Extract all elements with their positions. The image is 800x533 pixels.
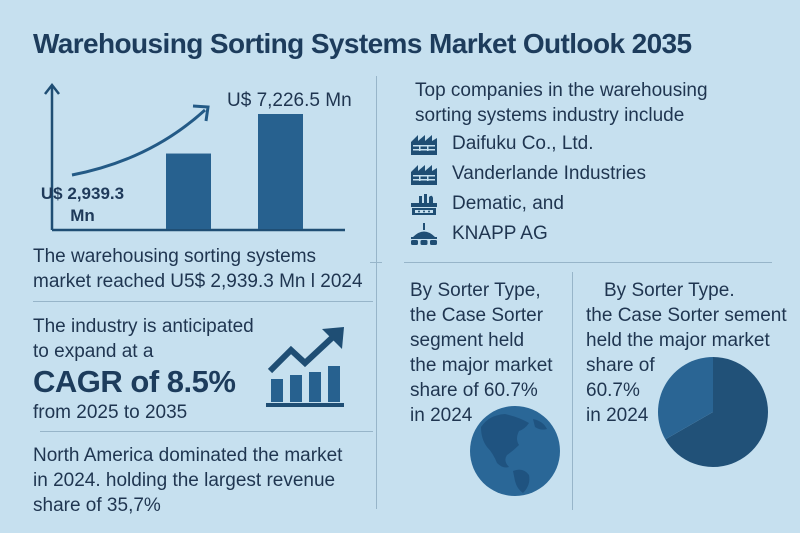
divider-companies-sorter — [404, 262, 772, 263]
region-line1: North America dominated the market — [33, 445, 343, 466]
bar-2024 — [166, 153, 211, 229]
bar-label-2035: U$ 7,226.5 Mn — [227, 90, 352, 111]
cagr-line4: from 2025 to 2035 — [33, 402, 188, 423]
company-item: KNAPP AG — [410, 219, 646, 249]
sorter-right-line: in 2024 — [586, 405, 649, 426]
sorter-right-line: the Case Sorter sement — [586, 305, 787, 326]
sorter-left-line: By Sorter Type, — [410, 280, 541, 301]
region-line3: share of 35,7% — [33, 495, 161, 516]
region-line2: in 2024. holding the largest revenue — [33, 470, 336, 491]
market-description-line1: The warehousing sorting systems — [33, 246, 317, 267]
company-item: Daifuku Co., Ltd. — [410, 129, 646, 159]
sorter-left-text: By Sorter Type, the Case Sorter segment … — [410, 278, 553, 428]
cagr-line2: to expand at a — [33, 341, 154, 362]
globe-icon — [470, 406, 560, 496]
sorter-right-line: held the major market — [586, 330, 770, 351]
bar-label-2024-line1: U$ 2,939.3 — [40, 184, 125, 203]
pie-slice-other — [658, 357, 713, 440]
y-axis-arrow — [44, 82, 60, 95]
conveyor-icon — [411, 223, 437, 245]
market-description: The warehousing sorting systems market r… — [33, 244, 363, 294]
sorter-right-line: By Sorter Type. — [604, 280, 735, 301]
page-title: Warehousing Sorting Systems Market Outlo… — [33, 28, 692, 59]
company-list: Daifuku Co., Ltd. Vanderlande Industries… — [410, 129, 646, 249]
market-description-line2: market reached U5$ 2,939.3 Mn l 2024 — [33, 271, 363, 292]
plant-icon — [411, 194, 437, 215]
company-name: Daifuku Co., Ltd. — [452, 133, 594, 154]
trend-arrow-line — [71, 108, 207, 177]
bar-2035 — [258, 114, 303, 229]
sorter-left-line: share of 60.7% — [410, 380, 538, 401]
sorter-right-line: share of — [586, 355, 655, 376]
divider-market-cagr — [33, 301, 373, 302]
factory-icon — [411, 165, 437, 185]
factory-icon — [411, 135, 437, 155]
company-name: Dematic, and — [452, 193, 564, 214]
company-name: KNAPP AG — [452, 223, 548, 244]
sorter-right-line: 60.7% — [586, 380, 640, 401]
companies-heading: Top companies in the warehousing sorting… — [415, 78, 708, 128]
cagr-headline: CAGR of 8.5% — [33, 364, 236, 399]
company-item: Vanderlande Industries — [410, 159, 646, 189]
company-item: Dematic, and — [410, 189, 646, 219]
sorter-pie-chart — [658, 357, 768, 467]
sorter-left-line: the major market — [410, 355, 553, 376]
company-name: Vanderlande Industries — [452, 163, 646, 184]
center-divider — [376, 76, 377, 509]
sorter-left-line: the Case Sorter — [410, 305, 544, 326]
pie-slice-case-sorter — [665, 357, 768, 467]
cagr-block: The industry is anticipated to expand at… — [33, 314, 254, 425]
growth-chart-icon — [266, 327, 344, 407]
divider-cagr-region — [40, 431, 373, 432]
sorter-right-text: By Sorter Type. the Case Sorter sement h… — [586, 278, 787, 428]
companies-heading-line2: sorting systems industry include — [415, 105, 685, 126]
companies-heading-line1: Top companies in the warehousing — [415, 80, 708, 101]
sorter-divider — [572, 272, 573, 510]
bar-label-2024-line2: Mn — [70, 206, 95, 225]
sorter-left-line: in 2024 — [410, 405, 473, 426]
region-block: North America dominated the market in 20… — [33, 443, 342, 518]
trend-arrow-head — [192, 104, 210, 122]
sorter-left-line: segment held — [410, 330, 525, 351]
cagr-line1: The industry is anticipated — [33, 316, 254, 337]
divider-stub — [370, 262, 382, 263]
market-size-chart — [44, 82, 345, 232]
bar-label-2024: U$ 2,939.3 Mn — [30, 183, 135, 227]
